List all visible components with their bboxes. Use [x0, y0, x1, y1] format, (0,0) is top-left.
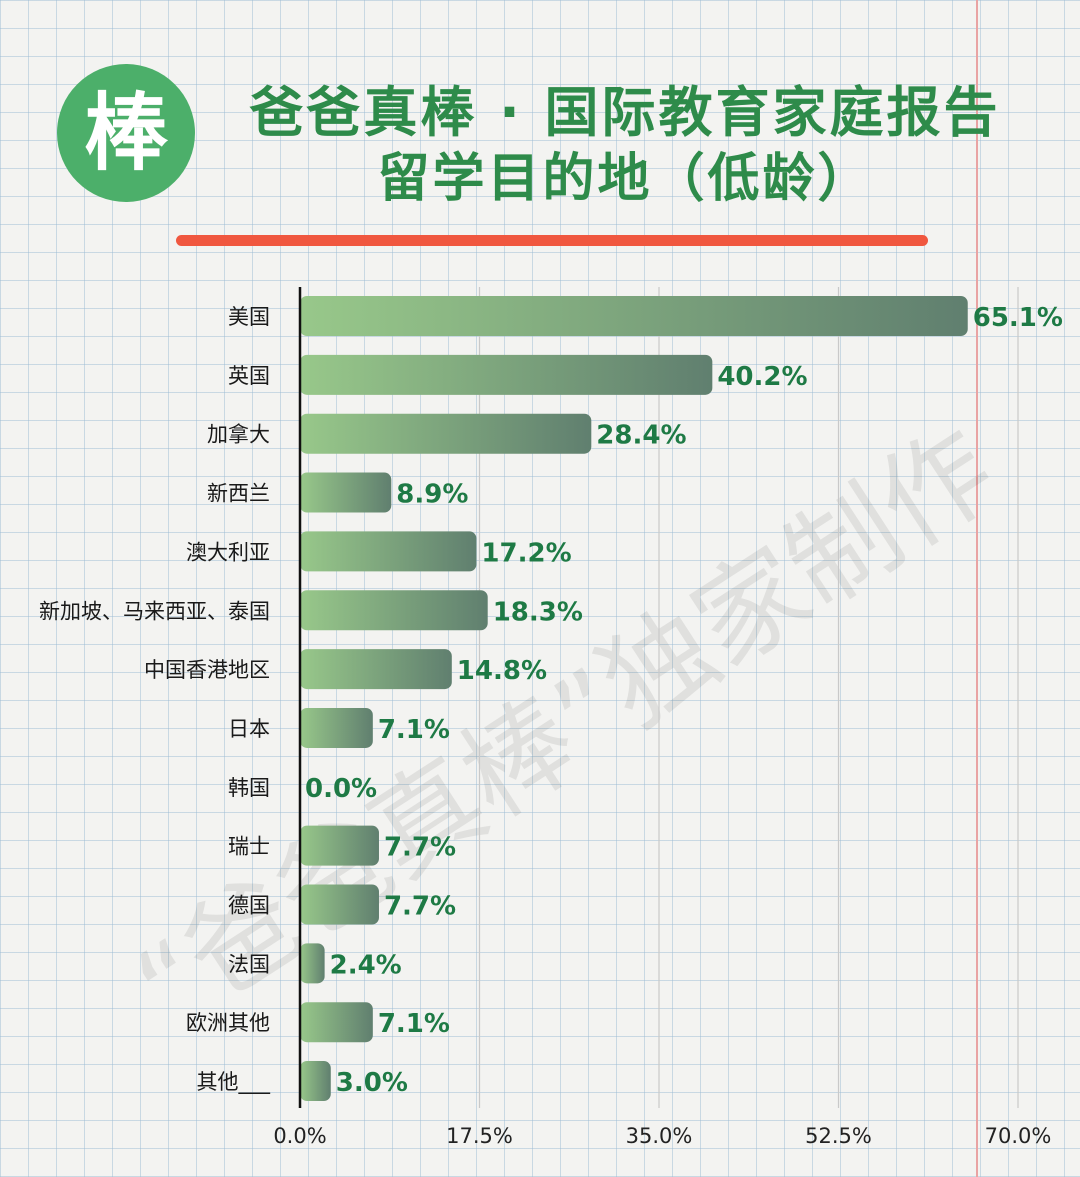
value-label: 7.7% [384, 833, 456, 863]
value-label: 17.2% [481, 538, 571, 568]
bar [300, 531, 477, 572]
chart-title: 留学目的地（低龄） [377, 149, 873, 209]
value-label: 18.3% [493, 597, 583, 627]
bar [300, 943, 325, 984]
title-divider [176, 235, 928, 246]
value-label: 7.7% [384, 892, 456, 922]
category-label: 新加坡、马来西亚、泰国 [39, 599, 270, 623]
category-label: 新西兰 [207, 482, 270, 506]
bar [300, 590, 488, 631]
report-title: 爸爸真棒 · 国际教育家庭报告 [249, 81, 1001, 144]
value-label: 0.0% [305, 774, 377, 804]
category-label: 日本 [228, 717, 270, 741]
gridlines [478, 287, 1019, 1108]
x-tick-label: 52.5% [805, 1124, 872, 1148]
logo-character: 棒 [83, 84, 168, 182]
category-label: 法国 [228, 952, 270, 976]
category-label: 德国 [228, 894, 270, 918]
x-axis-ticks: 0.0% 17.5% 35.0% 52.5% 70.0% [273, 1124, 1051, 1148]
bar [300, 354, 713, 395]
brand-logo: 棒 [57, 64, 195, 202]
x-tick-label: 0.0% [273, 1124, 326, 1148]
bar [300, 1002, 373, 1043]
value-label: 8.9% [396, 480, 468, 510]
category-label: 瑞士 [228, 835, 270, 859]
bar [300, 707, 373, 748]
notebook-margin-line [976, 0, 978, 1177]
category-label: 美国 [228, 305, 270, 329]
category-label: 英国 [228, 364, 270, 388]
value-label: 2.4% [330, 950, 402, 980]
x-tick-label: 35.0% [626, 1124, 693, 1148]
category-label: 韩国 [228, 776, 270, 800]
bar [300, 1061, 331, 1102]
bar [300, 825, 379, 866]
bar [300, 649, 452, 690]
bar [300, 413, 592, 454]
bar [300, 472, 392, 513]
value-label: 14.8% [457, 656, 547, 686]
category-label: 中国香港地区 [144, 658, 270, 682]
bar [300, 296, 968, 336]
category-label: 欧洲其他 [186, 1011, 270, 1035]
bar [300, 884, 379, 925]
value-label: 3.0% [336, 1068, 408, 1098]
value-label: 65.1% [973, 303, 1063, 333]
x-tick-label: 70.0% [985, 1124, 1052, 1148]
category-label: 加拿大 [207, 423, 270, 447]
bars [300, 296, 968, 1102]
value-label: 7.1% [378, 715, 450, 745]
category-labels: 美国英国加拿大新西兰澳大利亚新加坡、马来西亚、泰国中国香港地区日本韩国瑞士德国法… [39, 305, 270, 1095]
value-label: 7.1% [378, 1009, 450, 1039]
category-label: 其他___ [197, 1070, 271, 1095]
value-label: 28.4% [596, 421, 686, 451]
x-tick-label: 17.5% [446, 1124, 513, 1148]
category-label: 澳大利亚 [186, 540, 270, 564]
value-label: 40.2% [717, 362, 807, 392]
value-labels: 65.1%40.2%28.4%8.9%17.2%18.3%14.8%7.1%0.… [305, 303, 1063, 1098]
